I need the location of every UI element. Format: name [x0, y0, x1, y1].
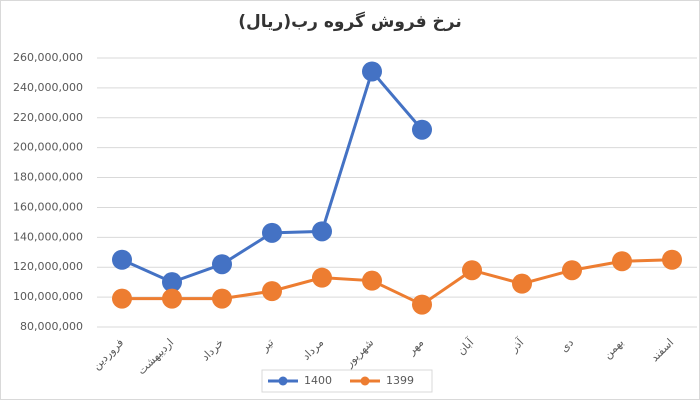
point [412, 119, 432, 140]
point [312, 221, 332, 242]
point [362, 270, 382, 291]
y-tick-label: 240,000,000 [13, 81, 83, 94]
point [162, 272, 182, 293]
point [212, 254, 232, 275]
point [212, 288, 232, 309]
legend-label: 1399 [386, 374, 414, 387]
y-tick-label: 80,000,000 [20, 320, 83, 333]
point [162, 288, 182, 309]
point [612, 251, 632, 272]
point [262, 222, 282, 243]
point [512, 273, 532, 294]
y-tick-label: 120,000,000 [13, 260, 83, 273]
legend-marker [360, 376, 370, 386]
chart-title: نرخ فروش گروه رب(ریال) [238, 11, 461, 32]
point [312, 267, 332, 288]
point [362, 61, 382, 82]
point [262, 281, 282, 302]
point [562, 260, 582, 281]
legend-box [261, 369, 433, 393]
legend-marker [278, 376, 288, 386]
y-tick-label: 100,000,000 [13, 290, 83, 303]
y-tick-label: 160,000,000 [13, 200, 83, 213]
point [412, 294, 432, 315]
y-tick-label: 140,000,000 [13, 230, 83, 243]
point [462, 260, 482, 281]
point [662, 249, 682, 270]
y-tick-label: 260,000,000 [13, 51, 83, 64]
legend-label: 1400 [304, 374, 332, 387]
point [112, 288, 132, 309]
y-tick-label: 220,000,000 [13, 111, 83, 124]
y-tick-label: 200,000,000 [13, 141, 83, 154]
point [112, 249, 132, 270]
y-tick-label: 180,000,000 [13, 171, 83, 184]
